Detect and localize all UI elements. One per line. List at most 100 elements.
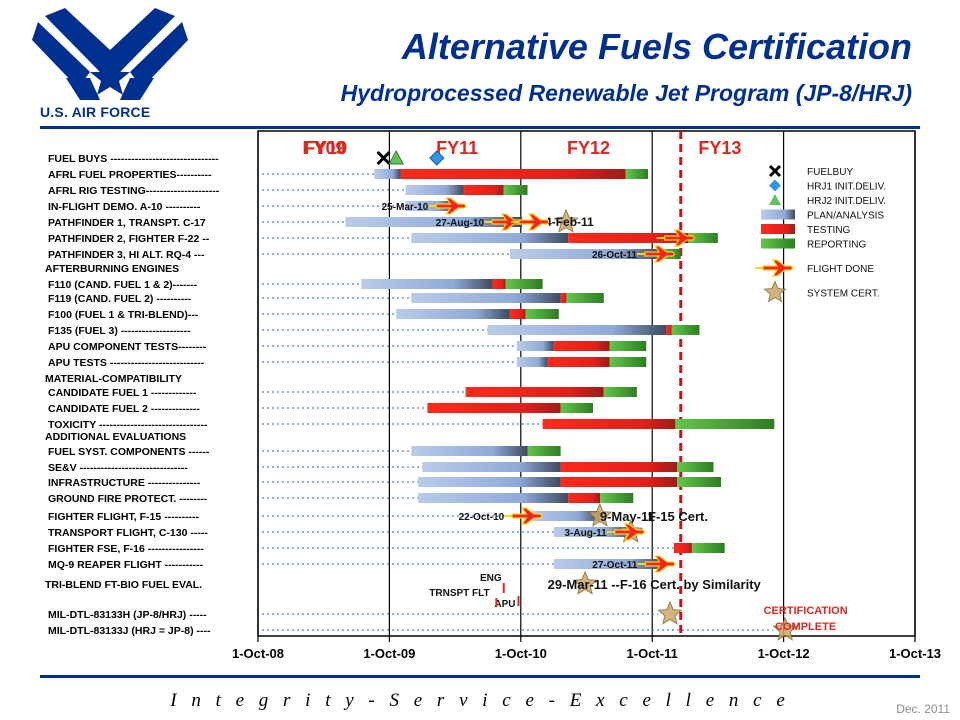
system-cert-star <box>553 208 579 233</box>
row-label: F110 (CAND. FUEL 1 & 2)------- <box>48 279 198 291</box>
flight-done-marker <box>428 197 467 215</box>
reporting-bar <box>560 403 593 413</box>
row-label: F100 (FUEL 1 & TRI-BLEND)--- <box>48 309 199 321</box>
row-label: AFRL FUEL PROPERTIES---------- <box>48 169 212 181</box>
chart-row: F135 (FUEL 3) -------------------- <box>48 325 700 337</box>
legend-label: SYSTEM CERT. <box>807 289 880 300</box>
certification-complete-label: COMPLETE <box>775 621 836 633</box>
flight-plane-shape <box>614 523 645 541</box>
chart-row: IN-FLIGHT DEMO. A-10 ---------- 25-Mar-10 <box>48 197 467 215</box>
legend-label: TESTING <box>807 225 851 236</box>
chart-row: PATHFINDER 3, HI ALT. RQ-4 --- 26-Oct-11 <box>48 245 681 263</box>
chart-row: FUEL SYST. COMPONENTS ------ <box>48 446 561 458</box>
testing-bar <box>542 419 676 429</box>
chart-row: TRI-BLEND FT-BIO FUEL EVAL. 29-Mar-11 --F… <box>45 570 762 595</box>
chart-row: AFTERBURNING ENGINES <box>45 263 179 275</box>
chart-row: AFRL RIG TESTING--------------------- <box>48 185 528 197</box>
testing-bar <box>465 387 604 397</box>
row-label: FIGHTER FSE, F-16 ---------------- <box>48 543 204 555</box>
row-label: MQ-9 REAPER FLIGHT ----------- <box>48 559 204 571</box>
reporting-bar <box>603 387 637 397</box>
footer-date: Dec. 2011 <box>896 702 950 716</box>
x-tick-label: 1-Oct-08 <box>232 646 284 661</box>
testing-bar <box>560 477 678 487</box>
chart-row: AFRL FUEL PROPERTIES---------- <box>48 169 649 181</box>
chart-row: FIGHTER FSE, F-16 ---------------- <box>48 543 725 555</box>
row-annotation: 9-May-11 <box>600 509 655 524</box>
system-cert-star <box>572 570 598 595</box>
page-title: Alternative Fuels Certification <box>401 26 912 67</box>
flight-plane-shape <box>518 213 550 231</box>
chart-row: MATERIAL-COMPATIBILITY <box>45 373 182 385</box>
reporting-bar <box>527 446 561 456</box>
plan-bar <box>516 341 554 351</box>
system-cert-star <box>587 502 613 527</box>
flight-done-marker <box>636 245 676 263</box>
reporting-bar <box>671 325 700 335</box>
legend-label: REPORTING <box>807 240 866 251</box>
fuel-buy-marker <box>376 150 391 166</box>
page-subtitle: Hydroprocessed Renewable Jet Program (JP… <box>340 80 912 106</box>
air-force-logo <box>32 8 188 100</box>
plan-bar <box>418 477 561 487</box>
testing-bar <box>673 543 692 553</box>
reporting-bar <box>609 357 647 367</box>
row-label: FIGHTER FLIGHT, F-15 ---------- <box>48 511 200 523</box>
reporting-bar <box>677 462 714 472</box>
row-label: SE&V ------------------------------- <box>48 462 188 474</box>
callout-label: ENG <box>480 573 502 584</box>
chart-row: APU TESTS --------------------------- <box>48 357 647 369</box>
testing-bar <box>509 309 526 319</box>
flight-plane-shape <box>762 259 794 277</box>
row-label: TRANSPORT FLIGHT, C-130 ----- <box>48 527 208 539</box>
row-label: CANDIDATE FUEL 1 ------------- <box>48 387 197 399</box>
footer-divider <box>40 675 920 678</box>
chart-row: TRANSPORT FLIGHT, C-130 ----- 3-Aug-11 <box>48 518 645 543</box>
flight-done-marker <box>606 523 645 541</box>
row-label: F119 (CAND. FUEL 2) ---------- <box>48 293 192 305</box>
row-label: AFTERBURNING ENGINES <box>45 263 179 275</box>
row-label: ADDITIONAL EVALUATIONS <box>45 431 186 443</box>
row-label: INFRASTRUCTURE --------------- <box>48 477 201 489</box>
plan-bar <box>422 462 561 472</box>
flight-date-label: 27-Oct-11 <box>592 560 637 571</box>
plan-bar <box>405 185 464 195</box>
chart-row: APU COMPONENT TESTS-------- <box>48 341 647 353</box>
fiscal-year-label: FY09 <box>302 138 345 158</box>
chart-row: MQ-9 REAPER FLIGHT ----------- 27-Oct-11 <box>48 555 676 573</box>
plan-bar <box>418 493 569 503</box>
flight-plane-shape <box>644 245 676 263</box>
row-annotation: 29-Mar-11 --F-16 Cert. by Similarity <box>548 577 762 592</box>
logo-text: U.S. AIR FORCE <box>40 104 151 120</box>
reporting-bar <box>503 185 528 195</box>
row-annotation: F-15 Cert. <box>648 509 708 524</box>
flight-done-marker <box>755 259 794 277</box>
row-label: GROUND FIRE PROTECT. -------- <box>48 493 208 505</box>
flight-done-marker <box>637 555 676 573</box>
reporting-bar <box>688 233 718 243</box>
flight-date-label: 27-Aug-10 <box>436 218 485 229</box>
chart-frame <box>257 130 916 637</box>
x-tick-label: 1-Oct-11 <box>627 646 678 661</box>
plan-bar <box>411 233 569 243</box>
reporting-bar <box>675 419 775 429</box>
x-tick-label: 1-Oct-09 <box>363 646 415 661</box>
testing-bar <box>568 233 689 243</box>
plan-bar <box>553 527 631 537</box>
reporting-bar <box>505 279 543 289</box>
x-tick-label: 1-Oct-12 <box>758 646 810 661</box>
flight-date-label: 3-Aug-11 <box>565 528 608 539</box>
row-label: PATHFINDER 3, HI ALT. RQ-4 --- <box>48 249 205 261</box>
system-cert-star <box>772 616 798 641</box>
flight-date-label: 25-Mar-10 <box>382 202 429 213</box>
flight-plane-shape <box>511 507 543 525</box>
chart-row: PATHFINDER 2, FIGHTER F-22 -- <box>48 229 718 247</box>
fiscal-year-label: FY12 <box>567 138 610 158</box>
chart-row: FIGHTER FLIGHT, F-15 ---------- 22-Oct-10… <box>48 502 708 527</box>
header-divider <box>40 126 920 129</box>
testing-bar <box>547 357 610 367</box>
testing-bar <box>666 325 672 335</box>
plan-bar <box>345 217 523 227</box>
reporting-bar <box>677 477 722 487</box>
